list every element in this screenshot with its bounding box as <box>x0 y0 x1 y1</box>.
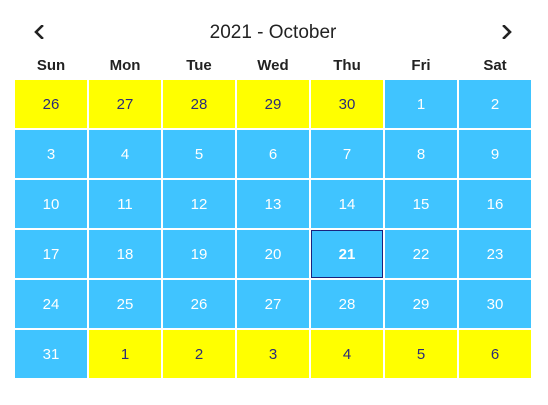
day-cell[interactable]: 25 <box>89 280 161 328</box>
weekday-label: Thu <box>333 57 361 74</box>
day-cell[interactable]: 22 <box>385 230 457 278</box>
day-cell-other-month[interactable]: 26 <box>15 80 87 128</box>
day-cell[interactable]: 11 <box>89 180 161 228</box>
day-cell[interactable]: 3 <box>15 130 87 178</box>
day-cell[interactable]: 12 <box>163 180 235 228</box>
day-cell[interactable]: 2 <box>459 80 531 128</box>
days-grid: 26 27 28 29 30 1 2 3 4 5 6 7 8 9 10 11 12 13 14 15 16 17 18 19 2… <box>15 80 531 378</box>
day-cell[interactable]: 1 <box>385 80 457 128</box>
weekday-label: Sun <box>36 57 66 74</box>
day-cell-other-month[interactable]: 27 <box>89 80 161 128</box>
day-cell[interactable]: 19 <box>163 230 235 278</box>
weekday-label: Tue <box>186 57 212 74</box>
day-cell[interactable]: 15 <box>385 180 457 228</box>
day-cell[interactable]: 13 <box>237 180 309 228</box>
weekday-label: Fri <box>411 57 431 74</box>
chevron-right-icon <box>502 25 512 39</box>
day-cell[interactable]: 10 <box>15 180 87 228</box>
day-cell[interactable]: 24 <box>15 280 87 328</box>
day-cell[interactable]: 8 <box>385 130 457 178</box>
day-cell[interactable]: 28 <box>311 280 383 328</box>
day-cell[interactable]: 4 <box>89 130 161 178</box>
day-cell-other-month[interactable]: 30 <box>311 80 383 128</box>
month-year-title[interactable]: 2021 - October <box>209 22 337 43</box>
day-cell[interactable]: 31 <box>15 330 87 378</box>
day-cell-today[interactable]: 21 <box>311 230 383 278</box>
chevron-left-icon <box>34 25 44 39</box>
day-cell[interactable]: 7 <box>311 130 383 178</box>
weekday-header-row: Sun Mon Tue Wed Thu Fri Sat <box>15 48 531 80</box>
day-cell-other-month[interactable]: 3 <box>237 330 309 378</box>
day-cell[interactable]: 30 <box>459 280 531 328</box>
day-cell[interactable]: 29 <box>385 280 457 328</box>
day-cell[interactable]: 5 <box>163 130 235 178</box>
day-cell-other-month[interactable]: 4 <box>311 330 383 378</box>
day-cell-other-month[interactable]: 2 <box>163 330 235 378</box>
day-cell[interactable]: 16 <box>459 180 531 228</box>
weekday-label: Wed <box>257 57 289 74</box>
day-cell[interactable]: 27 <box>237 280 309 328</box>
day-cell[interactable]: 26 <box>163 280 235 328</box>
calendar: 2021 - October Sun Mon Tue Wed Thu Fri Sat 26 2… <box>15 18 531 378</box>
day-cell[interactable]: 20 <box>237 230 309 278</box>
day-cell[interactable]: 9 <box>459 130 531 178</box>
day-cell[interactable]: 14 <box>311 180 383 228</box>
day-cell[interactable]: 17 <box>15 230 87 278</box>
day-cell[interactable]: 6 <box>237 130 309 178</box>
day-cell-other-month[interactable]: 5 <box>385 330 457 378</box>
day-cell-other-month[interactable]: 6 <box>459 330 531 378</box>
day-cell-other-month[interactable]: 1 <box>89 330 161 378</box>
weekday-label: Mon <box>109 57 141 74</box>
day-cell-other-month[interactable]: 29 <box>237 80 309 128</box>
calendar-header: 2021 - October <box>15 18 531 48</box>
day-cell-other-month[interactable]: 28 <box>163 80 235 128</box>
day-cell[interactable]: 18 <box>89 230 161 278</box>
previous-month-button[interactable] <box>27 20 51 44</box>
day-cell[interactable]: 23 <box>459 230 531 278</box>
weekday-label: Sat <box>483 57 507 74</box>
next-month-button[interactable] <box>495 20 519 44</box>
